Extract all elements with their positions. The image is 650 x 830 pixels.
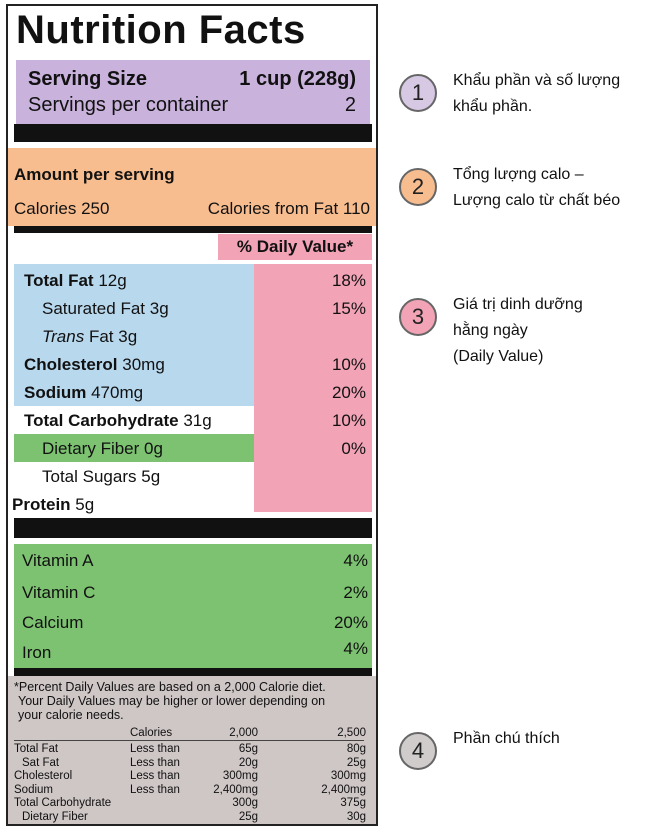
nutrient-total-fat: Total Fat 12g	[24, 271, 127, 290]
footnote-table-cell: Sat Fat	[22, 756, 60, 769]
footnote-text-1: *Percent Daily Values are based on a 2,0…	[14, 680, 326, 694]
footnote-text-3: your calorie needs.	[18, 708, 124, 722]
legend-marker-2: 2	[399, 168, 437, 206]
label-title: Nutrition Facts	[16, 8, 306, 52]
footnote-table-cell: Less than	[130, 756, 180, 769]
pct-total-carbohydrate: 10%	[331, 411, 366, 430]
nutrient-saturated-fat: Saturated Fat 3g	[42, 299, 169, 318]
pct-total-fat: 18%	[331, 271, 366, 290]
footnote-table-cell: 20g	[238, 756, 258, 769]
legend-marker-3: 3	[399, 298, 437, 336]
footnote-section: *Percent Daily Values are based on a 2,0…	[8, 676, 376, 824]
servings-per-container-label: Servings per container	[28, 94, 229, 116]
pct-dietary-fiber: 0%	[341, 439, 366, 458]
footnote-table-cell: 25g	[238, 810, 258, 823]
legend-text-3: Giá trị dinh dưỡng	[453, 296, 583, 313]
footnote-table-header-cell: 2,500	[337, 727, 366, 739]
footnote-rule	[14, 740, 364, 741]
footnote-table-cell: Less than	[130, 770, 180, 782]
legend-marker-1: 1	[399, 74, 437, 112]
nutrient-protein: Protein 5g	[12, 495, 95, 514]
nutrient-trans-fat: Trans Fat 3g	[42, 327, 138, 346]
nutrient-total-carbohydrate: Total Carbohydrate 31g	[24, 411, 212, 430]
serving-size-label: Serving Size	[28, 68, 147, 90]
pct-vitamin-c: 2%	[343, 583, 368, 602]
legend-text-1: khẩu phần.	[453, 98, 533, 115]
footnote-table-cell: 300mg	[222, 770, 258, 782]
daily-value-band	[254, 264, 372, 512]
nutrient-total-sugars: Total Sugars 5g	[42, 467, 161, 486]
servings-per-container-row: Servings per container 2	[28, 94, 356, 117]
footnote-table-cell: 2,400mg	[321, 783, 366, 796]
pct-calcium: 20%	[333, 613, 368, 632]
footnote-table-cell: 65g	[238, 743, 258, 755]
fat-sodium-band	[14, 264, 254, 406]
footnote-table-header-cell: Calories	[130, 727, 173, 739]
footnote-table-cell: Cholesterol	[14, 770, 73, 782]
footnote-table-cell: Total Carbohydrate	[14, 797, 112, 809]
footnote-table-cell: Less than	[130, 743, 180, 755]
daily-value-header: % Daily Value*	[218, 234, 372, 260]
thin-divider	[14, 668, 372, 676]
amount-header: Amount per serving	[14, 165, 175, 184]
legend-text-2: Lượng calo từ chất béo	[453, 192, 621, 209]
nutrient-dietary-fiber: Dietary Fiber 0g	[42, 439, 163, 458]
calories-from-fat: Calories from Fat 110	[207, 199, 370, 218]
legend-text-3: (Daily Value)	[453, 348, 544, 365]
amount-section: Amount per serving Calories 250 Calories…	[8, 148, 376, 226]
pct-iron: 4%	[343, 639, 368, 658]
calories: Calories 250	[14, 199, 110, 218]
iron: Iron	[22, 643, 52, 662]
pct-vitamin-a: 4%	[343, 551, 368, 570]
footnote-table-cell: 80g	[346, 743, 366, 755]
legend-text-4: Phần chú thích	[453, 730, 560, 747]
nutrition-label: Nutrition Facts Serving Size 1 cup (228g…	[6, 4, 378, 826]
footnote-table-cell: 25g	[346, 756, 366, 769]
servings-per-container-value: 2	[344, 94, 356, 116]
pct-cholesterol: 10%	[331, 355, 366, 374]
nutrient-cholesterol: Cholesterol 30mg	[24, 355, 165, 374]
footnote-table-cell: Less than	[130, 783, 180, 796]
thick-divider-2	[14, 518, 372, 538]
footnote-table-cell: 300g	[232, 797, 258, 809]
footnote-table-cell: 30g	[346, 810, 366, 823]
footnote-table-header-cell: 2,000	[229, 727, 258, 739]
pct-saturated-fat: 15%	[331, 299, 366, 318]
footnote-table-cell: Sodium	[14, 783, 53, 796]
footnote-table-cell: 375g	[340, 797, 366, 809]
pct-sodium: 20%	[331, 383, 366, 402]
serving-section: Serving Size 1 cup (228g) Servings per c…	[16, 60, 370, 124]
nutrient-sodium: Sodium 470mg	[24, 383, 144, 402]
legend-text-2: Tổng lượng calo –	[453, 166, 584, 183]
thick-divider	[14, 124, 372, 142]
serving-size-row: Serving Size 1 cup (228g)	[28, 68, 356, 91]
footnote-table-cell: Dietary Fiber	[22, 810, 88, 823]
footnote-table-cell: Total Fat	[14, 743, 59, 755]
footnote-table-cell: 300mg	[330, 770, 366, 782]
fiber-band	[14, 434, 254, 462]
vitamins-section: Vitamin A 4% Vitamin C 2% Calcium 20% Ir…	[14, 544, 372, 668]
vitamin-c: Vitamin C	[22, 583, 96, 602]
vitamin-a: Vitamin A	[22, 551, 94, 570]
legend-marker-4: 4	[399, 732, 437, 770]
medium-divider	[14, 226, 372, 233]
legend-text-3: hằng ngày	[453, 322, 528, 339]
legend-text-1: Khẩu phần và số lượng	[453, 72, 621, 89]
calcium: Calcium	[22, 613, 84, 632]
footnote-text-2: Your Daily Values may be higher or lower…	[18, 694, 326, 708]
serving-size-value: 1 cup (228g)	[239, 68, 356, 90]
footnote-table-cell: 2,400mg	[213, 783, 258, 796]
